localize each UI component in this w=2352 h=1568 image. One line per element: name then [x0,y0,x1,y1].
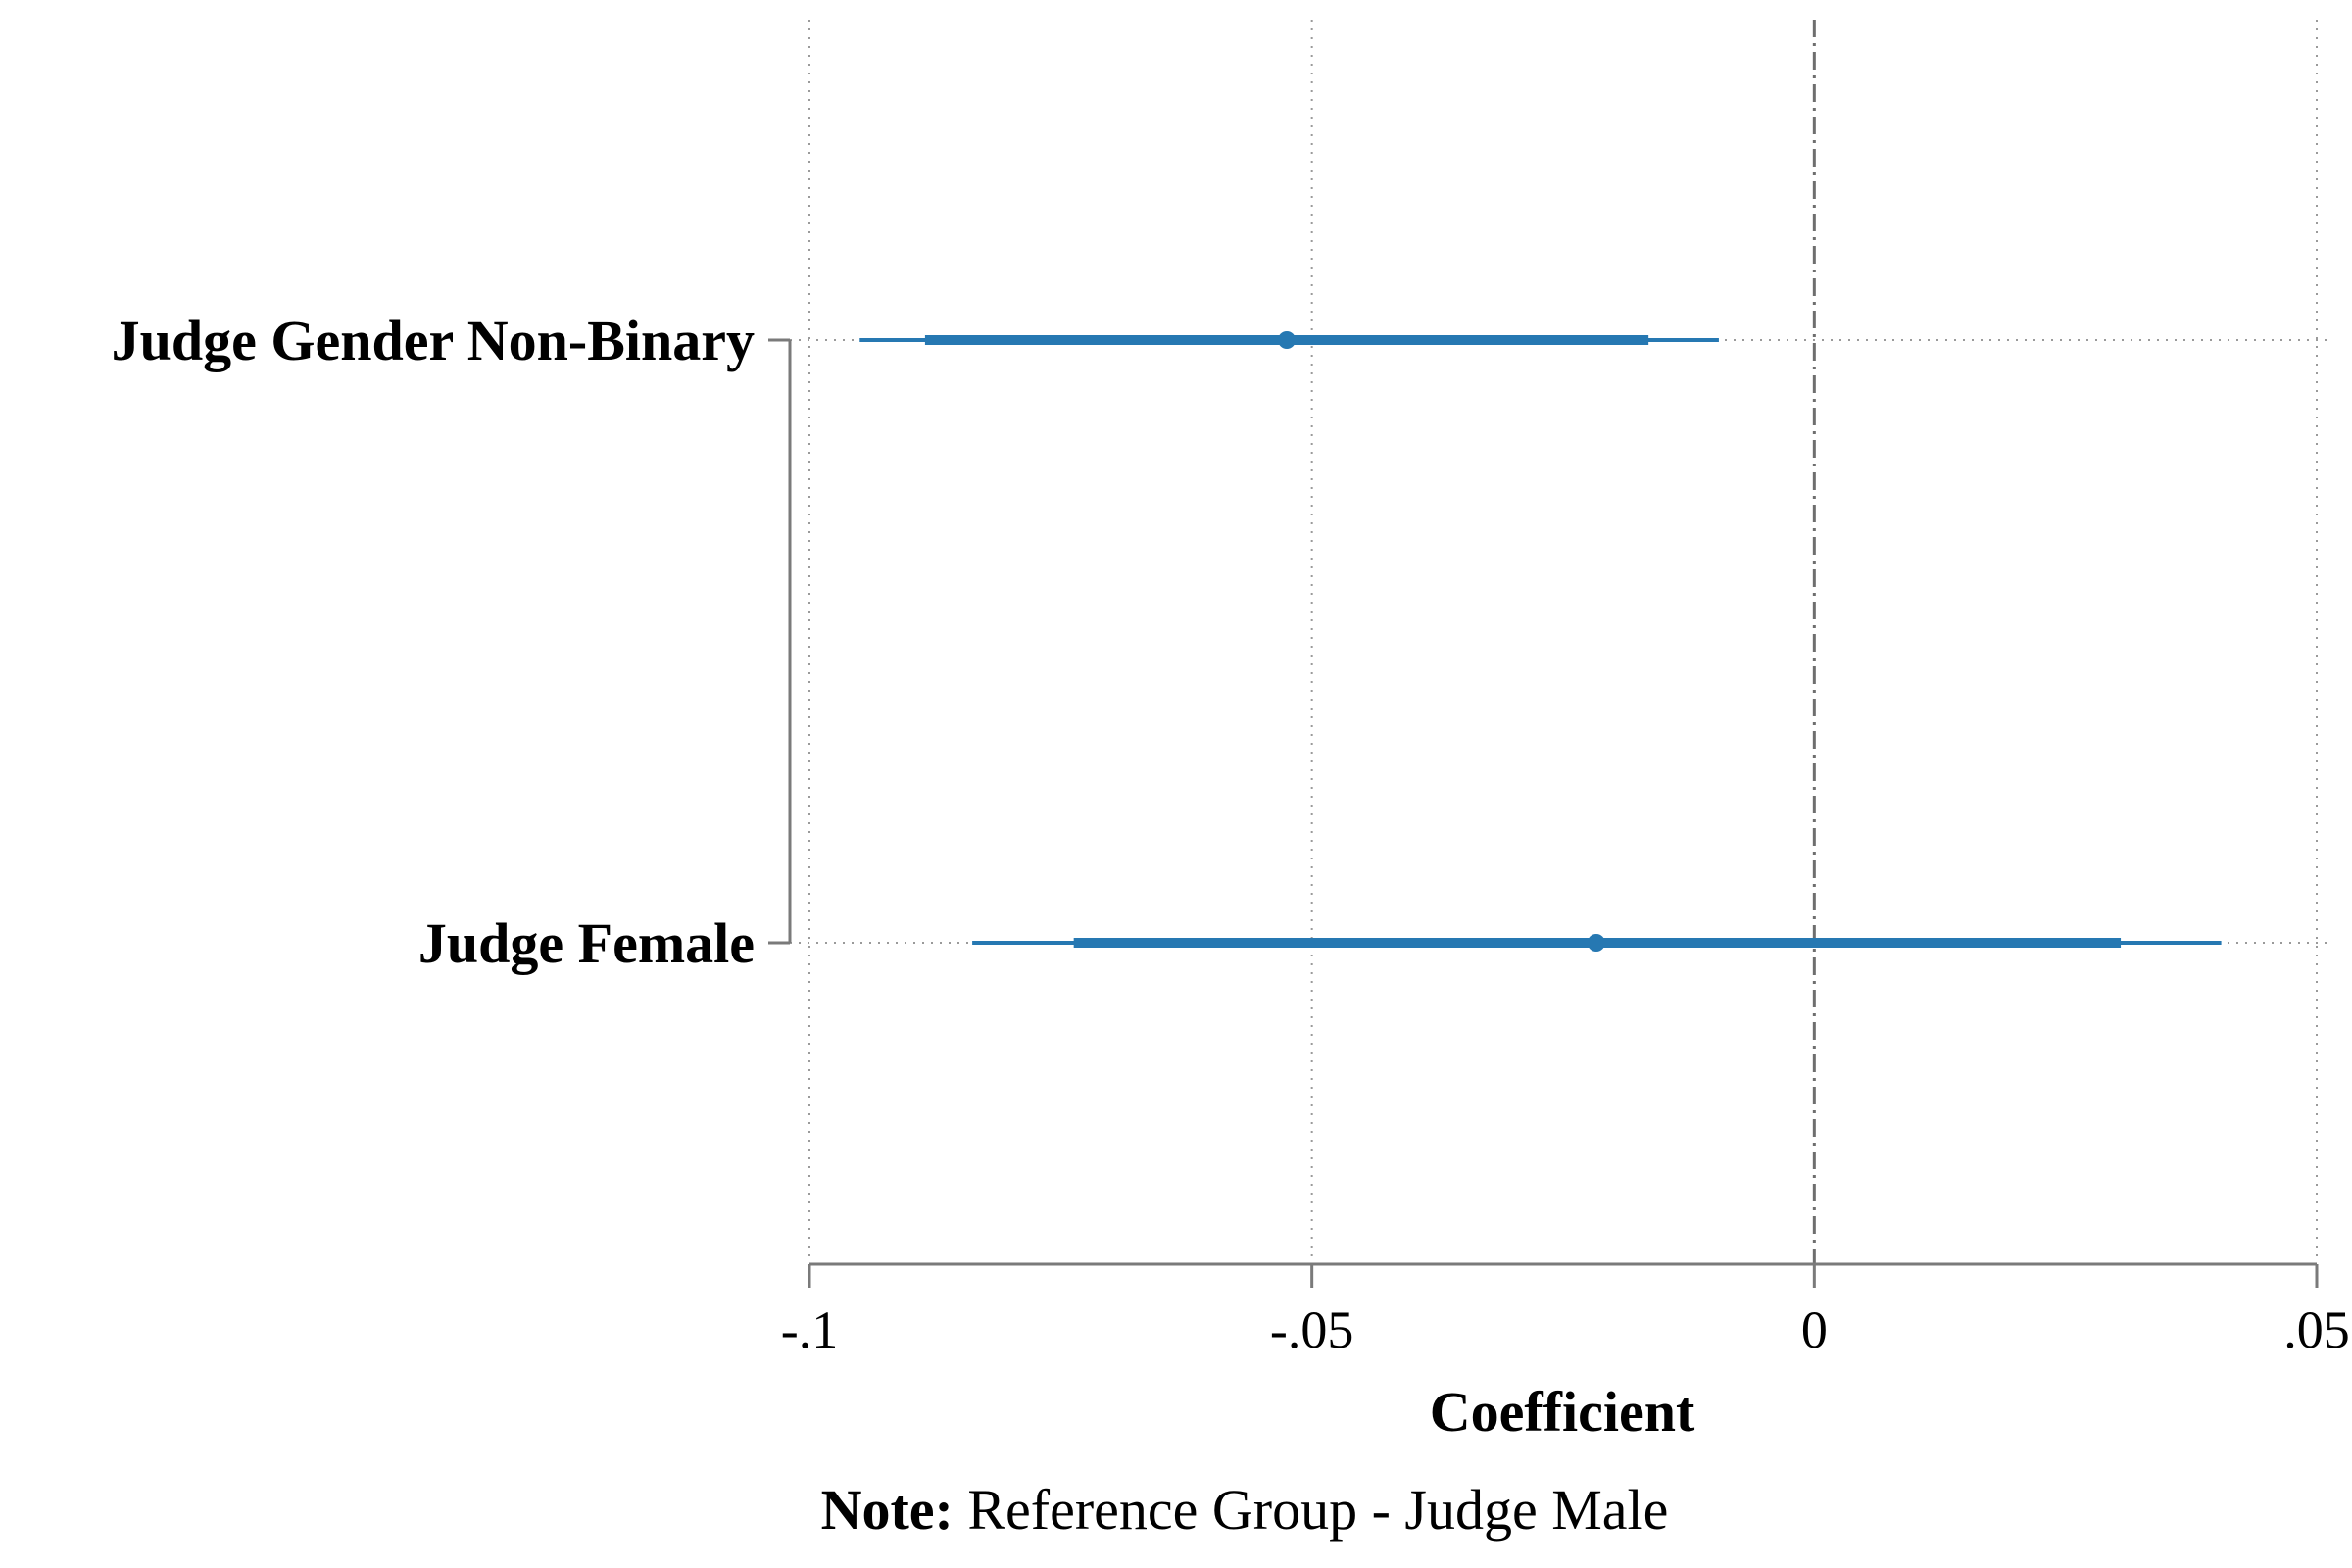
x-tick-label: -.1 [781,1300,838,1359]
note-label: Note: [821,1478,954,1542]
category-label: Judge Gender Non-Binary [112,309,755,372]
x-ticks: -.1 -.05 0 .05 [781,1264,2350,1359]
x-tick-label: .05 [2283,1300,2350,1359]
x-axis-title: Coefficient [1430,1380,1695,1444]
coefficient-marks [859,331,2222,952]
category-labels: Judge Gender Non-Binary Judge Female [112,309,755,975]
x-tick-label: 0 [1801,1300,1828,1359]
grid-lines [790,20,2327,1264]
note-text: Reference Group - Judge Male [954,1478,1669,1542]
point-estimate [1587,934,1605,952]
x-tick-label: -.05 [1270,1300,1353,1359]
category-label: Judge Female [418,911,755,975]
point-estimate [1278,331,1297,349]
chart-note: Note: Reference Group - Judge Male [821,1478,1669,1542]
axes [768,338,2317,1266]
